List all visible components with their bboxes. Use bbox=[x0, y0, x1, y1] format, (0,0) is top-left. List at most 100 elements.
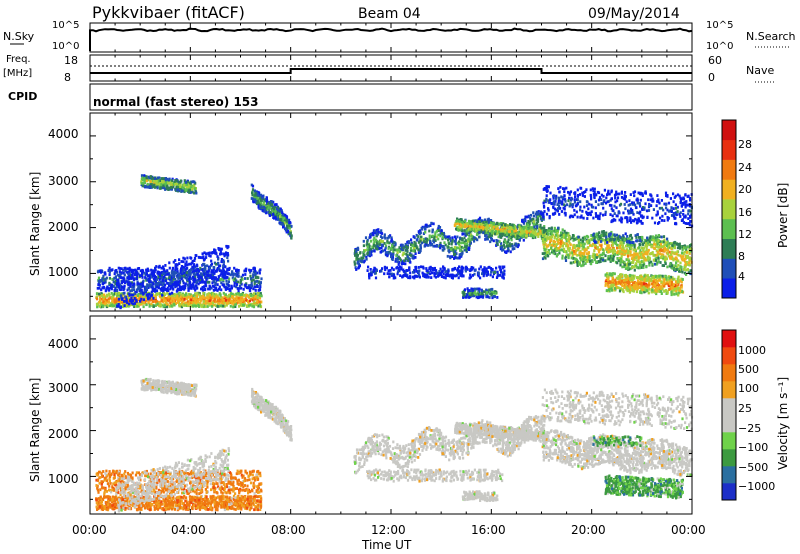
power-cells-cell bbox=[429, 269, 432, 272]
power-cells-cell bbox=[501, 234, 504, 238]
power-cells-cell bbox=[400, 267, 403, 271]
power-cells-cell bbox=[211, 296, 214, 300]
power-cells-cell bbox=[423, 244, 426, 248]
power-cells-cell bbox=[258, 304, 261, 308]
power-cells-cell bbox=[183, 257, 186, 261]
power-cells-cell bbox=[490, 226, 493, 230]
power-cells-cell bbox=[478, 222, 481, 226]
power-cells-cell bbox=[597, 254, 600, 258]
power-cells-cell bbox=[491, 268, 494, 271]
power-cells-cell bbox=[192, 272, 195, 276]
power-cells-cell bbox=[128, 292, 131, 296]
power-cells-cell bbox=[530, 226, 533, 229]
power-cells-cell bbox=[142, 279, 145, 283]
power-cells-cell bbox=[133, 285, 136, 288]
power-cells-cell bbox=[439, 241, 442, 245]
power-cells-cell bbox=[249, 270, 252, 274]
power-cells-cell bbox=[633, 268, 636, 272]
power-cells-cell bbox=[460, 224, 463, 228]
power-cells-cell bbox=[381, 243, 384, 247]
power-cells-cell bbox=[174, 296, 177, 300]
power-cells-cell bbox=[377, 231, 380, 234]
power-cells-cell bbox=[228, 293, 231, 297]
power-cells-cell bbox=[424, 227, 427, 231]
power-cells-cell bbox=[136, 294, 140, 297]
power-cells-cell bbox=[438, 272, 441, 275]
power-cells-cell bbox=[163, 304, 166, 307]
power-cells-cell bbox=[221, 296, 224, 300]
power-cells-cell bbox=[579, 238, 582, 242]
power-cells-cell bbox=[500, 222, 503, 225]
power-cells-cell bbox=[182, 296, 185, 299]
power-cells-cell bbox=[139, 282, 142, 286]
nsearch-label: N.Search bbox=[746, 30, 796, 43]
power-cells-cell bbox=[204, 281, 207, 284]
power-cells-cell bbox=[200, 272, 203, 276]
power-cells-cell bbox=[108, 269, 111, 273]
power-cells-cell bbox=[404, 259, 407, 262]
power-cells-cell bbox=[417, 270, 420, 273]
power-cells-cell bbox=[207, 269, 210, 273]
power-cells-cell bbox=[168, 177, 171, 181]
power-cells-cell bbox=[458, 256, 461, 259]
power-cells-cell bbox=[199, 296, 202, 300]
power-cells-cell bbox=[179, 179, 182, 183]
power-cells-cell bbox=[104, 303, 107, 307]
power-cells-cell bbox=[139, 291, 142, 295]
power-cells-cell bbox=[495, 266, 498, 270]
power-cells-cell bbox=[476, 296, 480, 300]
power-cells-cell bbox=[210, 251, 214, 255]
power-cells-cell bbox=[431, 228, 434, 232]
power-cells-cell bbox=[155, 182, 158, 186]
power-cells-cell bbox=[432, 222, 435, 226]
power-cells-cell bbox=[380, 269, 383, 273]
power-cells-cell bbox=[249, 277, 253, 281]
power-cells-cell bbox=[384, 268, 387, 272]
power-cells-cell bbox=[244, 268, 247, 272]
power-cells-cell bbox=[462, 291, 465, 294]
power-cells-cell bbox=[260, 277, 263, 281]
power-cells-cell bbox=[497, 239, 500, 243]
power-cells-cell bbox=[456, 267, 460, 270]
power-cells-cell bbox=[401, 253, 404, 257]
power-cells-cell bbox=[220, 252, 223, 256]
power-cells-cell bbox=[464, 225, 467, 229]
power-cells-cell bbox=[152, 269, 155, 273]
power-cells-cell bbox=[453, 224, 456, 227]
power-cells-cell bbox=[534, 212, 538, 216]
power-cells-cell bbox=[419, 246, 422, 250]
power-cells-cell bbox=[220, 258, 223, 261]
power-cells-cell bbox=[187, 185, 190, 189]
power-cells-cell bbox=[140, 291, 144, 295]
power-cells-cell bbox=[374, 246, 377, 250]
power-cells-cell bbox=[189, 296, 192, 300]
power-cells-cell bbox=[108, 294, 111, 297]
power-cells-cell bbox=[175, 179, 178, 182]
power-cells-cell bbox=[495, 228, 498, 232]
power-cells-cell bbox=[188, 273, 192, 277]
power-cells-cell bbox=[156, 285, 159, 289]
power-cells-cell bbox=[161, 186, 164, 190]
power-cells-cell bbox=[505, 244, 508, 248]
power-cells-cell bbox=[510, 226, 513, 229]
power-cells-cell bbox=[490, 219, 493, 222]
power-cells-cell bbox=[236, 287, 239, 290]
power-cells-cell bbox=[125, 279, 128, 283]
power-cells-cell bbox=[116, 278, 119, 282]
power-cells-cell bbox=[225, 244, 228, 248]
power-cells-cell bbox=[432, 244, 435, 248]
power-cells-cell bbox=[122, 286, 125, 290]
power-cells-cell bbox=[439, 246, 442, 250]
power-cells-cell bbox=[208, 276, 211, 279]
power-cells-cell bbox=[187, 271, 190, 275]
power-cells-cell bbox=[123, 267, 126, 270]
power-cells-cell bbox=[357, 260, 360, 264]
power-cells-cell bbox=[404, 257, 407, 260]
power-cells-cell bbox=[175, 263, 178, 266]
power-cells-cell bbox=[115, 270, 118, 274]
power-cells-cell bbox=[172, 270, 175, 274]
power-cells-cell bbox=[368, 248, 371, 252]
power-cells-cell bbox=[505, 228, 508, 232]
power-cells-cell bbox=[184, 262, 187, 266]
power-cells-cell bbox=[409, 275, 412, 278]
